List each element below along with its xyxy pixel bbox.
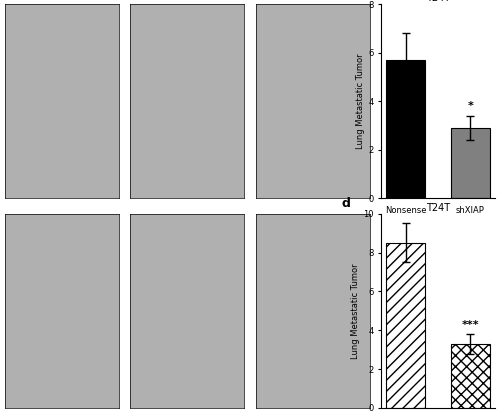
Title: T24T: T24T bbox=[426, 203, 450, 213]
Bar bbox=[451, 344, 490, 408]
Bar bbox=[386, 60, 425, 198]
Bar bbox=[451, 128, 490, 198]
Text: d: d bbox=[341, 197, 350, 210]
Text: ***: *** bbox=[462, 320, 479, 330]
Y-axis label: Lung Metastatic Tumor: Lung Metastatic Tumor bbox=[351, 263, 360, 358]
Y-axis label: Lung Metastatic Tumor: Lung Metastatic Tumor bbox=[356, 54, 366, 149]
Text: *: * bbox=[468, 101, 473, 111]
Bar bbox=[386, 243, 425, 408]
Title: T24T: T24T bbox=[426, 0, 450, 3]
